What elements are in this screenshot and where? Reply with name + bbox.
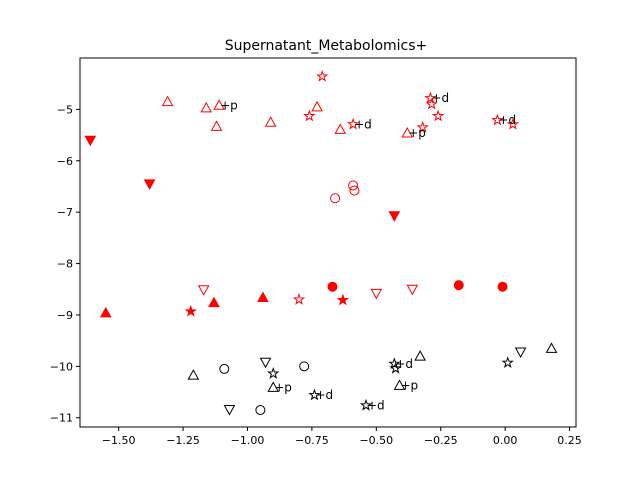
point-star [184, 304, 198, 317]
point-circle [255, 405, 266, 416]
point-star [431, 109, 445, 122]
point-circle [349, 185, 360, 196]
point-triangle-up [99, 306, 112, 318]
point-triangle-up [257, 291, 269, 302]
point-star [316, 69, 329, 82]
x-tick-label: −0.25 [424, 434, 458, 447]
point-labels-layer: +p +p +d +d +d +p +p +d +d +d [220, 91, 516, 412]
point-triangle-down [223, 405, 236, 416]
point-triangle-up [401, 127, 414, 138]
point-triangle-down [84, 135, 97, 147]
y-axis: −11 −10 −9 −8 −7 −6 −5 [50, 103, 80, 425]
x-tick-label: 0.25 [557, 434, 582, 447]
point-annotation: +d [354, 117, 372, 131]
point-circle [453, 280, 464, 291]
point-triangle-up [267, 381, 280, 392]
point-circle [330, 193, 341, 204]
x-tick-label: −1.00 [231, 434, 265, 447]
point-star [346, 117, 360, 130]
point-circle [219, 363, 230, 374]
point-triangle-up [210, 120, 223, 131]
point-triangle-up [311, 100, 323, 112]
x-axis: −1.50 −1.25 −1.00 −0.75 −0.50 −0.25 0.00 0.25 [102, 427, 582, 447]
point-star [267, 367, 280, 379]
x-tick-label: 0.00 [493, 434, 518, 447]
point-star [416, 120, 429, 133]
point-triangle-down [406, 284, 419, 296]
point-star [292, 293, 306, 305]
y-tick-label: −6 [57, 155, 73, 168]
point-triangle-up [393, 379, 406, 390]
x-tick-label: −1.25 [166, 434, 200, 447]
x-tick-label: −0.50 [359, 434, 393, 447]
point-circle [497, 281, 508, 292]
point-annotation: +d [315, 388, 333, 402]
point-triangle-up [200, 101, 213, 113]
point-star [424, 91, 437, 104]
point-annotation: +p [220, 98, 238, 112]
x-tick-label: −1.50 [102, 434, 136, 447]
point-annotation: +d [498, 113, 516, 127]
point-star [308, 388, 321, 401]
point-triangle-down [514, 347, 527, 358]
point-triangle-down [259, 357, 272, 369]
point-star [501, 356, 514, 369]
chart-title: Supernatant_Metabolomics+ [225, 38, 428, 54]
y-tick-label: −11 [50, 412, 73, 425]
point-star [389, 361, 402, 374]
point-triangle-up [187, 369, 200, 380]
point-triangle-up [213, 99, 225, 110]
point-annotation: +d [367, 398, 385, 412]
point-triangle-up [334, 123, 347, 134]
point-annotation: +p [408, 126, 426, 140]
point-triangle-up [264, 116, 277, 127]
point-annotation: +p [274, 380, 292, 394]
point-triangle-down [197, 285, 210, 296]
point-triangle-up [208, 296, 220, 308]
points-layer [84, 69, 558, 416]
point-triangle-down [388, 211, 401, 222]
point-triangle-down [143, 179, 156, 190]
point-star [303, 109, 316, 122]
point-star [506, 117, 520, 130]
point-star [359, 398, 373, 411]
point-triangle-down [370, 288, 383, 300]
point-star [336, 293, 350, 306]
point-triangle-up [545, 342, 558, 353]
y-tick-label: −9 [57, 309, 73, 322]
point-circle [327, 281, 338, 292]
point-annotation: +p [401, 378, 419, 392]
y-tick-label: −10 [50, 360, 73, 373]
point-circle [348, 180, 359, 191]
point-star [491, 113, 504, 126]
y-tick-label: −5 [57, 103, 73, 116]
point-annotation: +d [395, 357, 413, 371]
point-star [425, 97, 438, 110]
point-circle [299, 361, 310, 372]
plot-frame [79, 57, 577, 428]
y-tick-label: −8 [57, 258, 73, 271]
x-tick-label: −0.75 [295, 434, 329, 447]
point-triangle-up [161, 95, 174, 107]
point-triangle-up [414, 350, 426, 361]
point-annotation: +d [431, 91, 449, 105]
y-tick-label: −7 [57, 206, 73, 219]
